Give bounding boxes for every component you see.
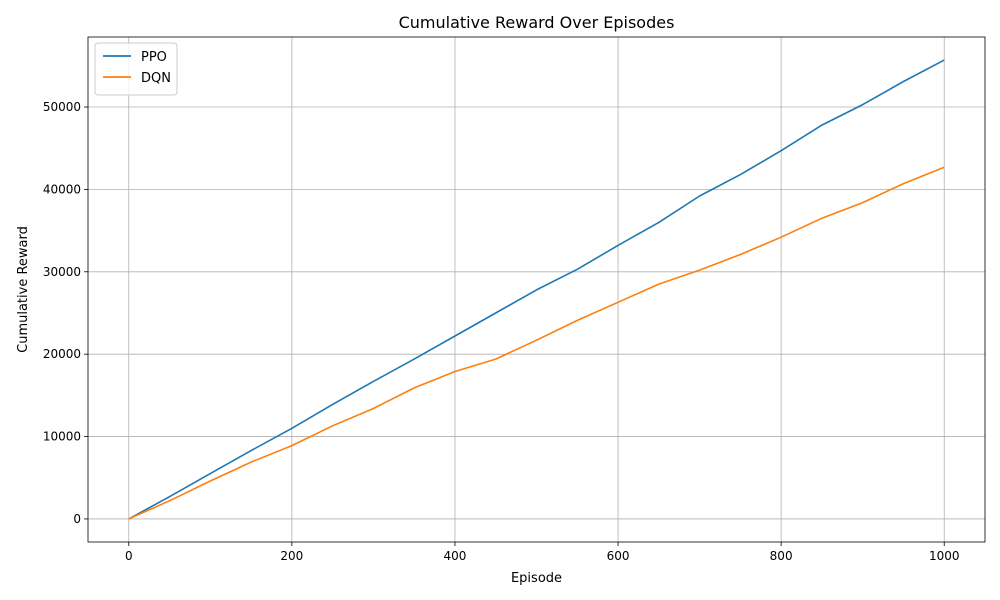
y-tick-label: 30000	[43, 265, 81, 279]
x-tick-label: 800	[770, 549, 793, 563]
x-tick-label: 600	[607, 549, 630, 563]
x-tick-label: 200	[280, 549, 303, 563]
plot-frame	[87, 36, 986, 543]
y-tick-label: 10000	[43, 430, 81, 444]
legend: PPO DQN	[94, 42, 178, 96]
series-line-ppo	[128, 59, 945, 520]
x-tick-label: 1000	[929, 549, 960, 563]
y-tick-label: 20000	[43, 347, 81, 361]
y-tick-label: 40000	[43, 182, 81, 196]
x-tick-label: 400	[444, 549, 467, 563]
axis-ticks: 0 200 400 600 800 100001000020000300004000050…	[43, 100, 960, 563]
series-lines	[128, 59, 945, 520]
grid	[88, 37, 985, 542]
y-tick-label: 0	[73, 512, 81, 526]
series-line-dqn	[128, 166, 945, 520]
x-axis-title: Episode	[511, 571, 562, 586]
legend-label-ppo: PPO	[141, 50, 167, 65]
chart-title: Cumulative Reward Over Episodes	[399, 13, 675, 32]
y-axis-title: Cumulative Reward	[16, 226, 31, 353]
legend-label-dqn: DQN	[141, 71, 171, 86]
y-tick-label: 50000	[43, 100, 81, 114]
x-tick-label: 0	[125, 549, 133, 563]
